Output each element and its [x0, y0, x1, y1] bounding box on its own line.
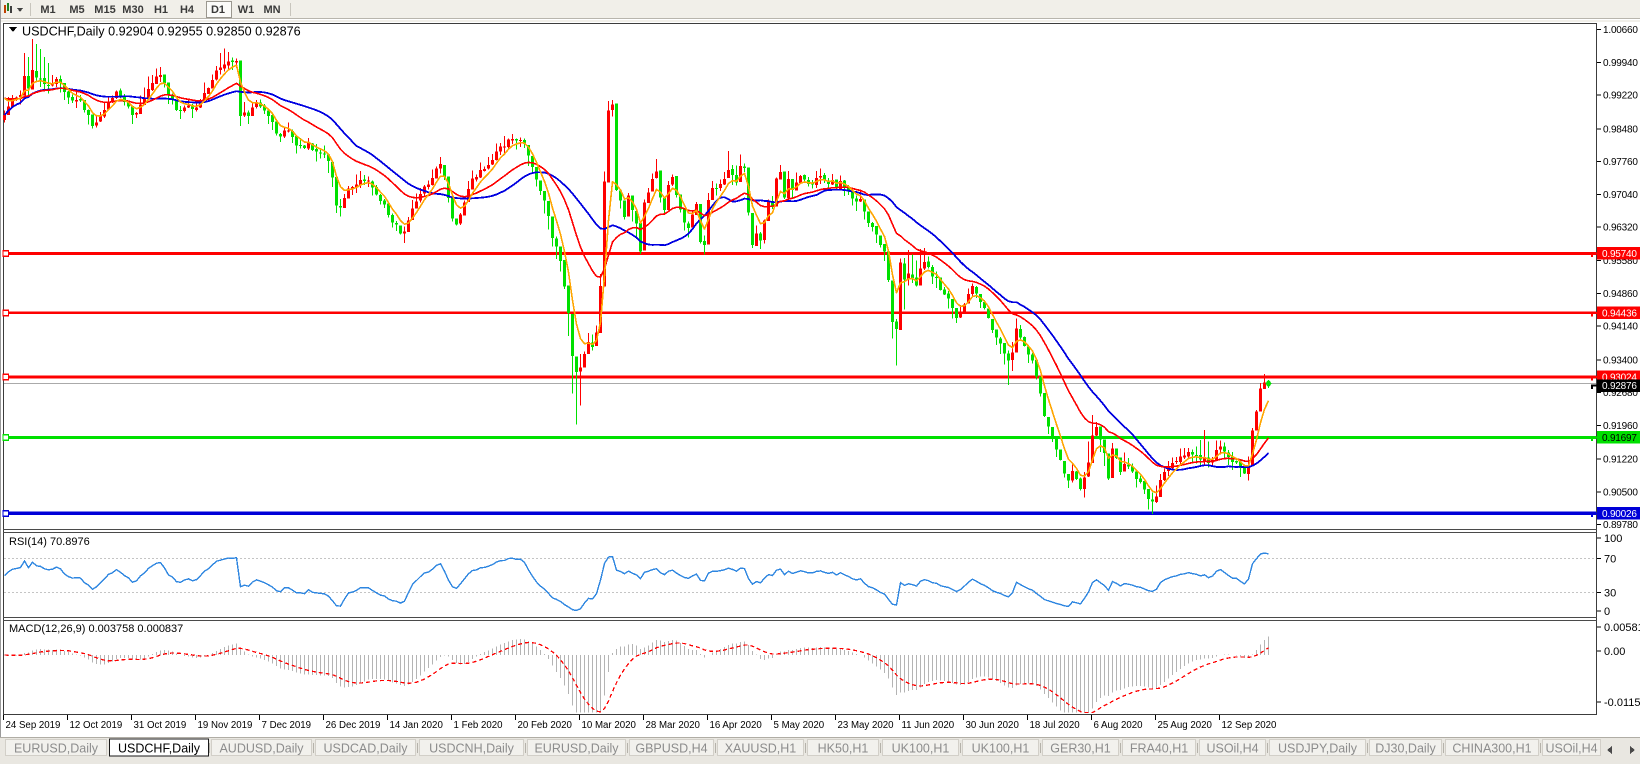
svg-text:W1: W1 — [238, 4, 255, 16]
svg-text:0.90026: 0.90026 — [1602, 509, 1637, 520]
svg-text:0.00: 0.00 — [1604, 646, 1625, 658]
svg-text:EURUSD,Daily: EURUSD,Daily — [14, 742, 99, 756]
svg-text:USDCHF,Daily 0.92904 0.92955: USDCHF,Daily 0.92904 0.92955 0.92850 0.9… — [22, 25, 301, 39]
svg-text:0.91220: 0.91220 — [1603, 455, 1638, 466]
svg-text:0.94436: 0.94436 — [1602, 308, 1637, 319]
svg-text:MN: MN — [263, 4, 280, 16]
svg-text:USOil,H4: USOil,H4 — [1206, 742, 1258, 756]
svg-text:UK100,H1: UK100,H1 — [892, 742, 950, 756]
svg-text:RSI(14) 70.8976: RSI(14) 70.8976 — [9, 536, 90, 548]
svg-text:0.95740: 0.95740 — [1602, 249, 1637, 260]
svg-text:DJ30,Daily: DJ30,Daily — [1375, 742, 1436, 756]
svg-text:20 Feb 2020: 20 Feb 2020 — [518, 720, 573, 731]
svg-text:0.99940: 0.99940 — [1603, 58, 1638, 69]
svg-text:M1: M1 — [40, 4, 55, 16]
svg-text:H4: H4 — [180, 4, 195, 16]
svg-text:10 Mar 2020: 10 Mar 2020 — [582, 720, 637, 731]
svg-text:0.94140: 0.94140 — [1603, 322, 1638, 333]
svg-text:D1: D1 — [211, 4, 225, 16]
svg-text:12 Oct 2019: 12 Oct 2019 — [70, 720, 123, 731]
svg-text:UK100,H1: UK100,H1 — [972, 742, 1030, 756]
svg-text:CHINA300,H1: CHINA300,H1 — [1452, 742, 1531, 756]
svg-text:23 May 2020: 23 May 2020 — [838, 720, 895, 731]
svg-text:0.94860: 0.94860 — [1603, 289, 1638, 300]
svg-text:18 Jul 2020: 18 Jul 2020 — [1030, 720, 1081, 731]
svg-text:0.99220: 0.99220 — [1603, 91, 1638, 102]
svg-text:HK50,H1: HK50,H1 — [818, 742, 869, 756]
svg-text:30: 30 — [1604, 588, 1616, 600]
svg-text:M15: M15 — [94, 4, 115, 16]
svg-text:0.93024: 0.93024 — [1602, 373, 1637, 384]
svg-text:0.96320: 0.96320 — [1603, 223, 1638, 234]
svg-text:28 Mar 2020: 28 Mar 2020 — [646, 720, 701, 731]
svg-text:0.005818: 0.005818 — [1604, 622, 1640, 634]
svg-text:100: 100 — [1604, 533, 1622, 545]
svg-text:0.97040: 0.97040 — [1603, 190, 1638, 201]
svg-text:M30: M30 — [122, 4, 143, 16]
svg-text:MACD(12,26,9) 0.003758 0.00083: MACD(12,26,9) 0.003758 0.000837 — [9, 623, 183, 635]
svg-text:30 Jun 2020: 30 Jun 2020 — [966, 720, 1020, 731]
svg-text:26 Dec 2019: 26 Dec 2019 — [326, 720, 381, 731]
svg-text:7 Dec 2019: 7 Dec 2019 — [262, 720, 312, 731]
svg-text:1.00660: 1.00660 — [1603, 25, 1638, 36]
svg-text:0: 0 — [1604, 606, 1610, 618]
svg-text:0.97760: 0.97760 — [1603, 157, 1638, 168]
svg-text:31 Oct 2019: 31 Oct 2019 — [134, 720, 187, 731]
svg-text:0.89780: 0.89780 — [1603, 520, 1638, 531]
svg-text:1 Feb 2020: 1 Feb 2020 — [454, 720, 504, 731]
svg-text:5 May 2020: 5 May 2020 — [774, 720, 825, 731]
svg-text:70: 70 — [1604, 554, 1616, 566]
svg-text:GBPUSD,H4: GBPUSD,H4 — [635, 742, 707, 756]
svg-text:GER30,H1: GER30,H1 — [1050, 742, 1110, 756]
svg-text:11 Jun 2020: 11 Jun 2020 — [902, 720, 955, 731]
svg-text:0.92680: 0.92680 — [1603, 388, 1638, 399]
svg-text:12 Sep 2020: 12 Sep 2020 — [1222, 720, 1278, 731]
svg-text:M5: M5 — [69, 4, 84, 16]
svg-text:19 Nov 2019: 19 Nov 2019 — [198, 720, 253, 731]
svg-text:USDCAD,Daily: USDCAD,Daily — [323, 742, 408, 756]
svg-text:USOil,H4: USOil,H4 — [1545, 742, 1597, 756]
svg-text:0.98480: 0.98480 — [1603, 124, 1638, 135]
svg-text:0.90500: 0.90500 — [1603, 487, 1638, 498]
svg-text:FRA40,H1: FRA40,H1 — [1130, 742, 1188, 756]
svg-text:14 Jan 2020: 14 Jan 2020 — [390, 720, 444, 731]
svg-text:0.91960: 0.91960 — [1603, 421, 1638, 432]
svg-text:16 Apr 2020: 16 Apr 2020 — [710, 720, 763, 731]
svg-text:AUDUSD,Daily: AUDUSD,Daily — [219, 742, 304, 756]
svg-text:24 Sep 2019: 24 Sep 2019 — [6, 720, 61, 731]
svg-text:USDCNH,Daily: USDCNH,Daily — [429, 742, 514, 756]
svg-text:0.95580: 0.95580 — [1603, 256, 1638, 267]
svg-text:H1: H1 — [154, 4, 168, 16]
svg-text:XAUUSD,H1: XAUUSD,H1 — [725, 742, 797, 756]
svg-text:0.92876: 0.92876 — [1602, 381, 1637, 392]
svg-text:0.93400: 0.93400 — [1603, 355, 1638, 366]
svg-text:EURUSD,Daily: EURUSD,Daily — [534, 742, 619, 756]
svg-text:-0.011514: -0.011514 — [1604, 697, 1640, 709]
svg-text:0.91697: 0.91697 — [1602, 433, 1637, 444]
svg-text:USDJPY,Daily: USDJPY,Daily — [1278, 742, 1358, 756]
svg-text:6 Aug 2020: 6 Aug 2020 — [1094, 720, 1144, 731]
svg-text:USDCHF,Daily: USDCHF,Daily — [118, 742, 201, 756]
svg-text:25 Aug 2020: 25 Aug 2020 — [1158, 720, 1213, 731]
